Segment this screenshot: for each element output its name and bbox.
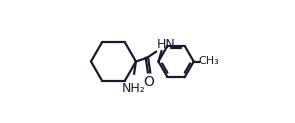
Text: HN: HN (157, 38, 175, 51)
Text: NH₂: NH₂ (122, 82, 145, 95)
Text: CH₃: CH₃ (199, 56, 219, 67)
Text: O: O (144, 75, 155, 89)
